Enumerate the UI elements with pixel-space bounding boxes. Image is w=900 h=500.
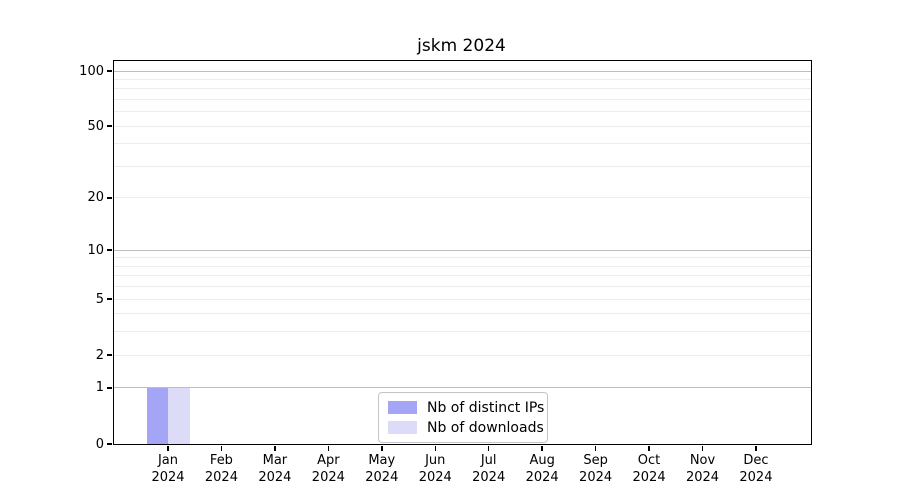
minor-gridline <box>114 143 811 145</box>
x-tick-label-line: Jun <box>425 453 446 468</box>
x-tick-label-line: 2024 <box>151 470 185 485</box>
minor-gridline <box>114 354 811 356</box>
x-tick-label: Aug 2024 <box>507 452 577 486</box>
x-tick-label-line: 2024 <box>525 470 559 485</box>
y-tick-label: 50 <box>87 118 104 134</box>
major-gridline <box>114 249 811 251</box>
x-axis-tick <box>434 446 436 451</box>
minor-gridline <box>114 331 811 333</box>
y-axis-tick <box>107 354 112 356</box>
y-axis-tick <box>107 387 112 389</box>
x-axis-tick <box>327 446 330 451</box>
x-axis-tick <box>701 446 704 451</box>
x-tick-label-line: 2024 <box>685 470 720 485</box>
x-tick-label-line: Aug <box>529 453 555 468</box>
y-axis-tick <box>107 249 112 251</box>
minor-gridline <box>114 265 811 267</box>
y-tick-label: 20 <box>87 190 104 206</box>
x-tick-label-line: Nov <box>689 453 716 468</box>
x-tick-label-line: 2024 <box>739 470 773 485</box>
y-axis-tick <box>107 197 112 199</box>
x-tick-label: Feb 2024 <box>186 452 256 486</box>
downloads-swatch-icon <box>388 421 417 434</box>
x-tick-label-line: Sep <box>583 453 608 468</box>
x-axis-tick <box>167 446 169 451</box>
y-axis-tick <box>107 125 112 127</box>
x-tick-label-line: 2024 <box>418 470 452 485</box>
x-axis-tick <box>541 446 543 451</box>
chart-title: jskm 2024 <box>417 36 506 56</box>
legend-label: Nb of downloads <box>427 419 544 436</box>
bar-downloads <box>168 387 190 444</box>
minor-gridline <box>114 98 811 100</box>
x-tick-label: Nov 2024 <box>668 452 738 486</box>
x-tick-label-line: Mar <box>262 453 288 468</box>
x-axis-tick <box>381 446 383 451</box>
major-gridline <box>114 70 811 72</box>
y-axis-tick <box>107 443 112 445</box>
plot-area: 0 1 2 5 10 20 50 100 Jan 2024 Feb 2024 Mar 2024 Apr 202… <box>79 60 812 485</box>
y-tick-label: 2 <box>95 347 104 363</box>
minor-gridline <box>114 286 811 288</box>
x-tick-label: May 2024 <box>347 452 417 486</box>
x-axis-tick <box>220 446 223 451</box>
y-tick-label: 5 <box>95 291 104 307</box>
x-axis-tick <box>487 446 490 451</box>
x-tick-label: Jan 2024 <box>133 452 203 486</box>
y-axis-tick <box>107 298 112 300</box>
minor-gridline <box>114 197 811 199</box>
legend: Nb of distinct IPs Nb of downloads <box>378 392 548 443</box>
x-tick-label-line: Jan <box>157 453 179 468</box>
x-tick-label: Jun 2024 <box>400 452 470 486</box>
x-tick-label: Apr 2024 <box>293 452 363 486</box>
x-tick-label-line: Oct <box>637 453 661 468</box>
x-tick-label-line: Apr <box>317 453 340 468</box>
x-axis-tick <box>648 446 650 451</box>
x-tick-label-line: Jul <box>480 453 497 468</box>
x-axis-tick <box>274 446 276 451</box>
bar-distinct-ips <box>146 387 168 444</box>
x-axis-tick <box>594 446 597 451</box>
minor-gridline <box>114 298 811 300</box>
x-tick-label-line: 2024 <box>365 470 399 485</box>
y-tick-label: 1 <box>95 380 104 396</box>
minor-gridline <box>114 111 811 113</box>
major-gridline <box>114 387 811 389</box>
x-tick-label: Dec 2024 <box>721 452 791 486</box>
legend-entry-distinct-ips: Nb of distinct IPs <box>388 399 544 416</box>
x-tick-label-line: 2024 <box>579 470 613 485</box>
minor-gridline <box>114 257 811 259</box>
legend-label: Nb of distinct IPs <box>427 399 545 416</box>
x-tick-label: Sep 2024 <box>561 452 631 486</box>
x-tick-label-line: 2024 <box>311 470 345 485</box>
x-tick-label-line: 2024 <box>472 470 506 485</box>
x-tick-label-line: 2024 <box>632 470 666 485</box>
minor-gridline <box>114 165 811 167</box>
x-tick-label: Jul 2024 <box>454 452 524 486</box>
x-tick-label-line: 2024 <box>258 470 292 485</box>
y-tick-label: 100 <box>79 63 104 79</box>
x-tick-label: Mar 2024 <box>240 452 310 486</box>
y-tick-label: 0 <box>95 436 104 452</box>
distinct-ips-swatch-icon <box>388 401 417 414</box>
legend-entry-downloads: Nb of downloads <box>388 419 544 436</box>
minor-gridline <box>114 88 811 90</box>
x-axis-tick <box>755 446 757 451</box>
y-axis-tick <box>107 70 112 72</box>
x-tick-label-line: Feb <box>209 453 233 468</box>
minor-gridline <box>114 313 811 315</box>
x-tick-label: Oct 2024 <box>614 452 684 486</box>
x-tick-label-line: 2024 <box>204 470 238 485</box>
minor-gridline <box>114 275 811 277</box>
x-tick-label-line: May <box>368 453 396 468</box>
y-tick-label: 10 <box>87 242 104 258</box>
minor-gridline <box>114 78 811 80</box>
minor-gridline <box>114 125 811 127</box>
x-tick-label-line: Dec <box>743 453 769 468</box>
